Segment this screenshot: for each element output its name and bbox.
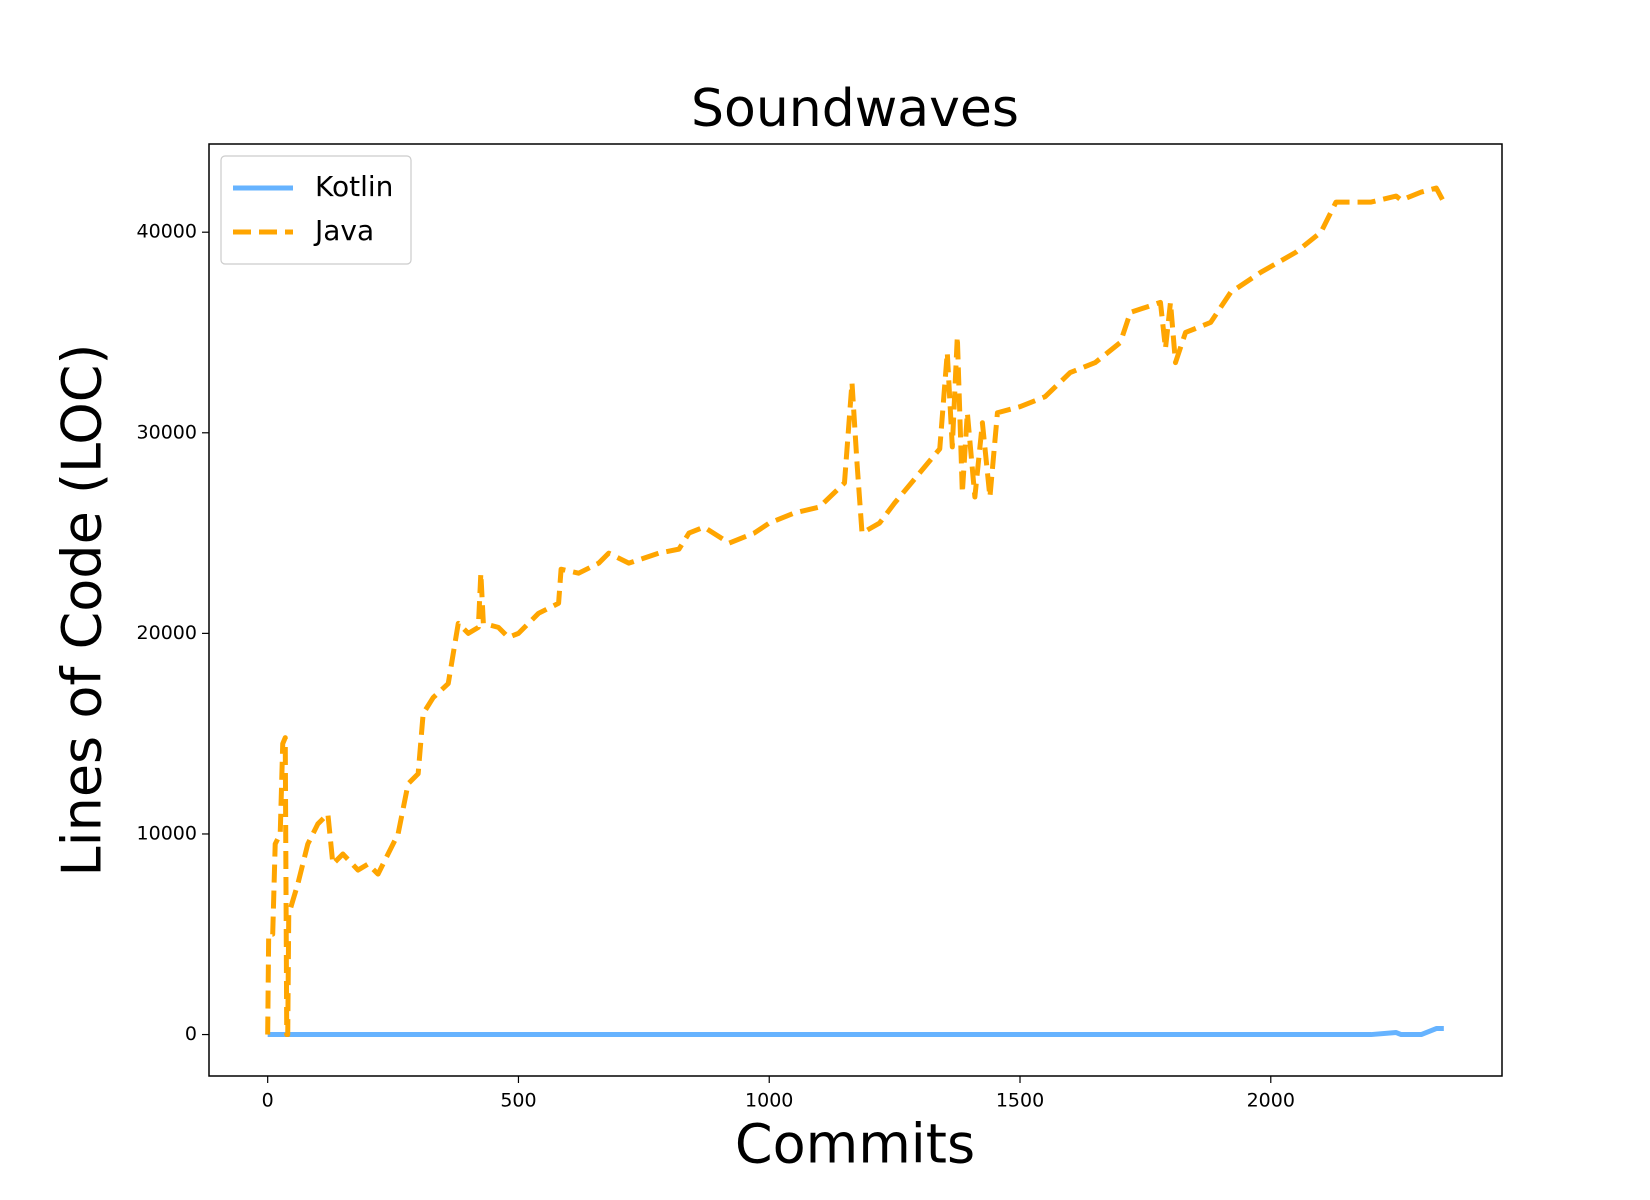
y-tick-label: 20000 — [137, 622, 197, 644]
x-tick-label: 0 — [262, 1090, 274, 1112]
y-tick-label: 0 — [185, 1023, 197, 1045]
plot-frame — [208, 143, 1503, 1077]
x-axis-label: Commits — [735, 1113, 975, 1176]
x-tick-label: 1000 — [745, 1090, 793, 1112]
y-tick-label: 10000 — [137, 822, 197, 844]
y-axis-label: Lines of Code (LOC) — [51, 344, 114, 877]
y-tick-label: 30000 — [137, 421, 197, 443]
legend-label: Kotlin — [315, 170, 393, 203]
series-line — [265, 185, 1447, 1038]
x-tick-label: 1500 — [996, 1090, 1044, 1112]
x-tick-label: 500 — [500, 1090, 536, 1112]
legend-box — [220, 155, 412, 265]
x-tick-label: 2000 — [1247, 1090, 1295, 1112]
series-line — [266, 1026, 1444, 1038]
y-tick-label: 40000 — [137, 221, 197, 243]
chart-title: Soundwaves — [691, 79, 1019, 139]
legend-label: Java — [313, 214, 374, 247]
